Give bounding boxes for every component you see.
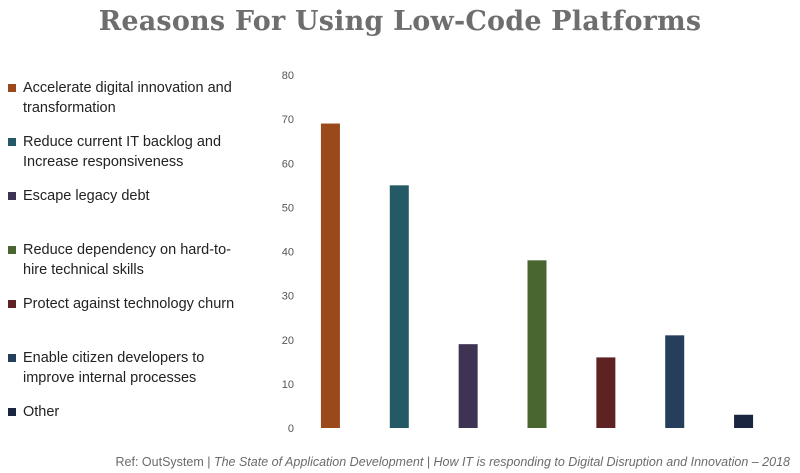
y-tick-label: 40 xyxy=(282,247,294,259)
footer-ref: Ref: OutSystem | xyxy=(115,455,214,469)
legend-swatch xyxy=(8,138,16,146)
legend-label: Protect against technology churn xyxy=(23,296,235,312)
y-tick-label: 60 xyxy=(282,158,294,170)
bar-chart-svg: 0 10 20 30 40 50 60 70 80 xyxy=(282,70,754,435)
legend-label: Enable citizen developers to improve int… xyxy=(23,350,205,386)
bar xyxy=(527,260,547,428)
legend-item-other: Other xyxy=(8,402,255,422)
legend-label: Accelerate digital innovation and transf… xyxy=(23,80,232,116)
legend-swatch xyxy=(8,354,16,362)
bar xyxy=(734,414,754,428)
legend-item-dependency: Reduce dependency on hard-to-hire techni… xyxy=(8,240,255,280)
legend-label: Reduce current IT backlog and Increase r… xyxy=(23,134,222,170)
legend-item-backlog: Reduce current IT backlog and Increase r… xyxy=(8,132,255,172)
y-tick-label: 70 xyxy=(282,114,294,126)
bar xyxy=(320,123,340,428)
legend-item-citizen: Enable citizen developers to improve int… xyxy=(8,348,255,388)
legend-swatch xyxy=(8,300,16,308)
legend-label: Escape legacy debt xyxy=(23,188,150,204)
y-tick-label: 30 xyxy=(282,291,294,303)
bar-chart: 0 10 20 30 40 50 60 70 80 xyxy=(262,60,792,440)
legend-label: Reduce dependency on hard-to-hire techni… xyxy=(23,242,231,278)
y-tick-label: 50 xyxy=(282,202,294,214)
y-tick-label: 20 xyxy=(282,335,294,347)
bar xyxy=(458,344,478,428)
legend-item-churn: Protect against technology churn xyxy=(8,294,255,314)
legend-item-legacy: Escape legacy debt xyxy=(8,186,255,206)
legend-swatch xyxy=(8,192,16,200)
footer-reference: Ref: OutSystem | The State of Applicatio… xyxy=(0,455,790,469)
legend-label: Other xyxy=(23,404,60,420)
bar xyxy=(665,335,685,428)
chart-title: Reasons For Using Low-Code Platforms xyxy=(98,6,702,37)
y-tick-label: 10 xyxy=(282,379,294,391)
legend-swatch xyxy=(8,246,16,254)
y-tick-label: 80 xyxy=(282,70,294,82)
y-tick-label: 0 xyxy=(288,423,294,435)
bar xyxy=(389,185,409,428)
legend-item-accelerate: Accelerate digital innovation and transf… xyxy=(8,78,255,118)
legend-swatch xyxy=(8,84,16,92)
footer-source: The State of Application Development | H… xyxy=(213,455,790,469)
bar xyxy=(596,357,616,428)
legend-swatch xyxy=(8,408,16,416)
